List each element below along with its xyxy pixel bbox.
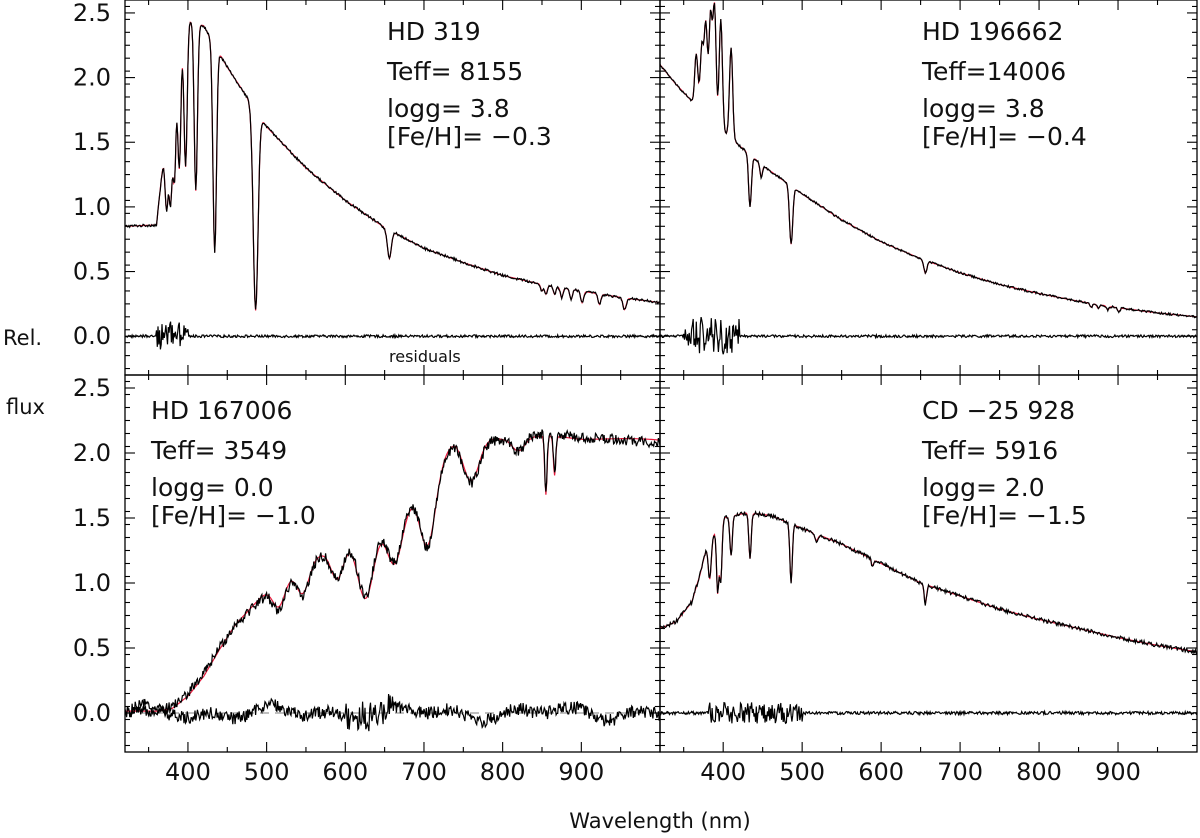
x-tick-label: 400 bbox=[700, 758, 746, 786]
logg-label: logg= 2.0 bbox=[922, 473, 1045, 502]
teff-label: Teff= 5916 bbox=[921, 436, 1058, 465]
y-tick-label: 0.0 bbox=[73, 322, 111, 350]
panel-cd25928: 400 500 600 700 800 900 CD −25 928 Teff= 5916… bbox=[659, 374, 1198, 786]
y-tick-label: 2.5 bbox=[73, 0, 111, 27]
panel-hd319: 0.0 0.5 1.0 1.5 2.0 2.5 HD 319 Teff= 8155 log… bbox=[73, 0, 661, 376]
feh-label: [Fe/H]= −0.4 bbox=[922, 122, 1087, 151]
y-tick-label: 1.0 bbox=[73, 569, 111, 597]
x-tick-label: 800 bbox=[480, 758, 526, 786]
star-name: HD 167006 bbox=[151, 396, 292, 425]
star-name: CD −25 928 bbox=[922, 396, 1075, 425]
y-tick-label: 1.0 bbox=[73, 193, 111, 221]
y-tick-label: 0.5 bbox=[73, 258, 111, 286]
observed-spectrum-line bbox=[124, 22, 661, 311]
y-tick-label: 1.5 bbox=[73, 128, 111, 156]
teff-label: Teff=14006 bbox=[921, 57, 1066, 86]
star-name: HD 319 bbox=[387, 17, 481, 46]
residual-line bbox=[659, 316, 1198, 355]
x-tick-label: 700 bbox=[937, 758, 983, 786]
panel-hd167006: 400 500 600 700 800 900 0.0 0.5 1.0 1.5 2.0 2.5 HD … bbox=[73, 374, 661, 786]
residual-line bbox=[124, 693, 661, 732]
x-tick-label: 500 bbox=[779, 758, 825, 786]
x-axis-label: Wavelength (nm) bbox=[569, 809, 750, 833]
logg-label: logg= 3.8 bbox=[922, 94, 1045, 123]
y-tick-label: 2.0 bbox=[73, 64, 111, 92]
y-tick-label: 2.5 bbox=[73, 374, 111, 402]
model-spectrum-line bbox=[659, 512, 1198, 653]
residual-line bbox=[124, 321, 661, 350]
x-tick-label: 800 bbox=[1016, 758, 1062, 786]
panel-frame bbox=[659, 374, 1198, 753]
teff-label: Teff= 3549 bbox=[150, 436, 287, 465]
model-spectrum-line bbox=[125, 435, 660, 712]
x-tick-label: 400 bbox=[165, 758, 211, 786]
x-tick-label: 600 bbox=[322, 758, 368, 786]
observed-spectrum-line bbox=[659, 509, 1198, 656]
star-name: HD 196662 bbox=[922, 17, 1063, 46]
model-spectrum-line bbox=[659, 2, 1198, 318]
residual-line bbox=[659, 701, 1198, 725]
logg-label: logg= 0.0 bbox=[151, 473, 274, 502]
y-tick-label: 0.0 bbox=[73, 699, 111, 727]
y-tick-label: 2.0 bbox=[73, 439, 111, 467]
y-tick-label: 0.5 bbox=[73, 634, 111, 662]
x-tick-label: 500 bbox=[244, 758, 290, 786]
x-tick-label: 600 bbox=[858, 758, 904, 786]
observed-spectrum-line bbox=[124, 428, 661, 718]
y-axis-label-bottom: flux bbox=[6, 395, 45, 419]
y-axis-label-top: Rel. bbox=[3, 326, 42, 350]
x-tick-label: 900 bbox=[558, 758, 604, 786]
residuals-label: residuals bbox=[389, 347, 461, 366]
teff-label: Teff= 8155 bbox=[386, 57, 523, 86]
feh-label: [Fe/H]= −1.0 bbox=[151, 501, 316, 530]
feh-label: [Fe/H]= −1.5 bbox=[922, 501, 1087, 530]
observed-spectrum-line bbox=[659, 2, 1197, 319]
logg-label: logg= 3.8 bbox=[387, 94, 510, 123]
y-tick-label: 1.5 bbox=[73, 504, 111, 532]
panel-hd196662: HD 196662 Teff=14006 logg= 3.8 [Fe/H]= −… bbox=[659, 0, 1198, 376]
x-tick-label: 700 bbox=[401, 758, 447, 786]
feh-label: [Fe/H]= −0.3 bbox=[387, 122, 552, 151]
x-tick-label: 900 bbox=[1095, 758, 1141, 786]
